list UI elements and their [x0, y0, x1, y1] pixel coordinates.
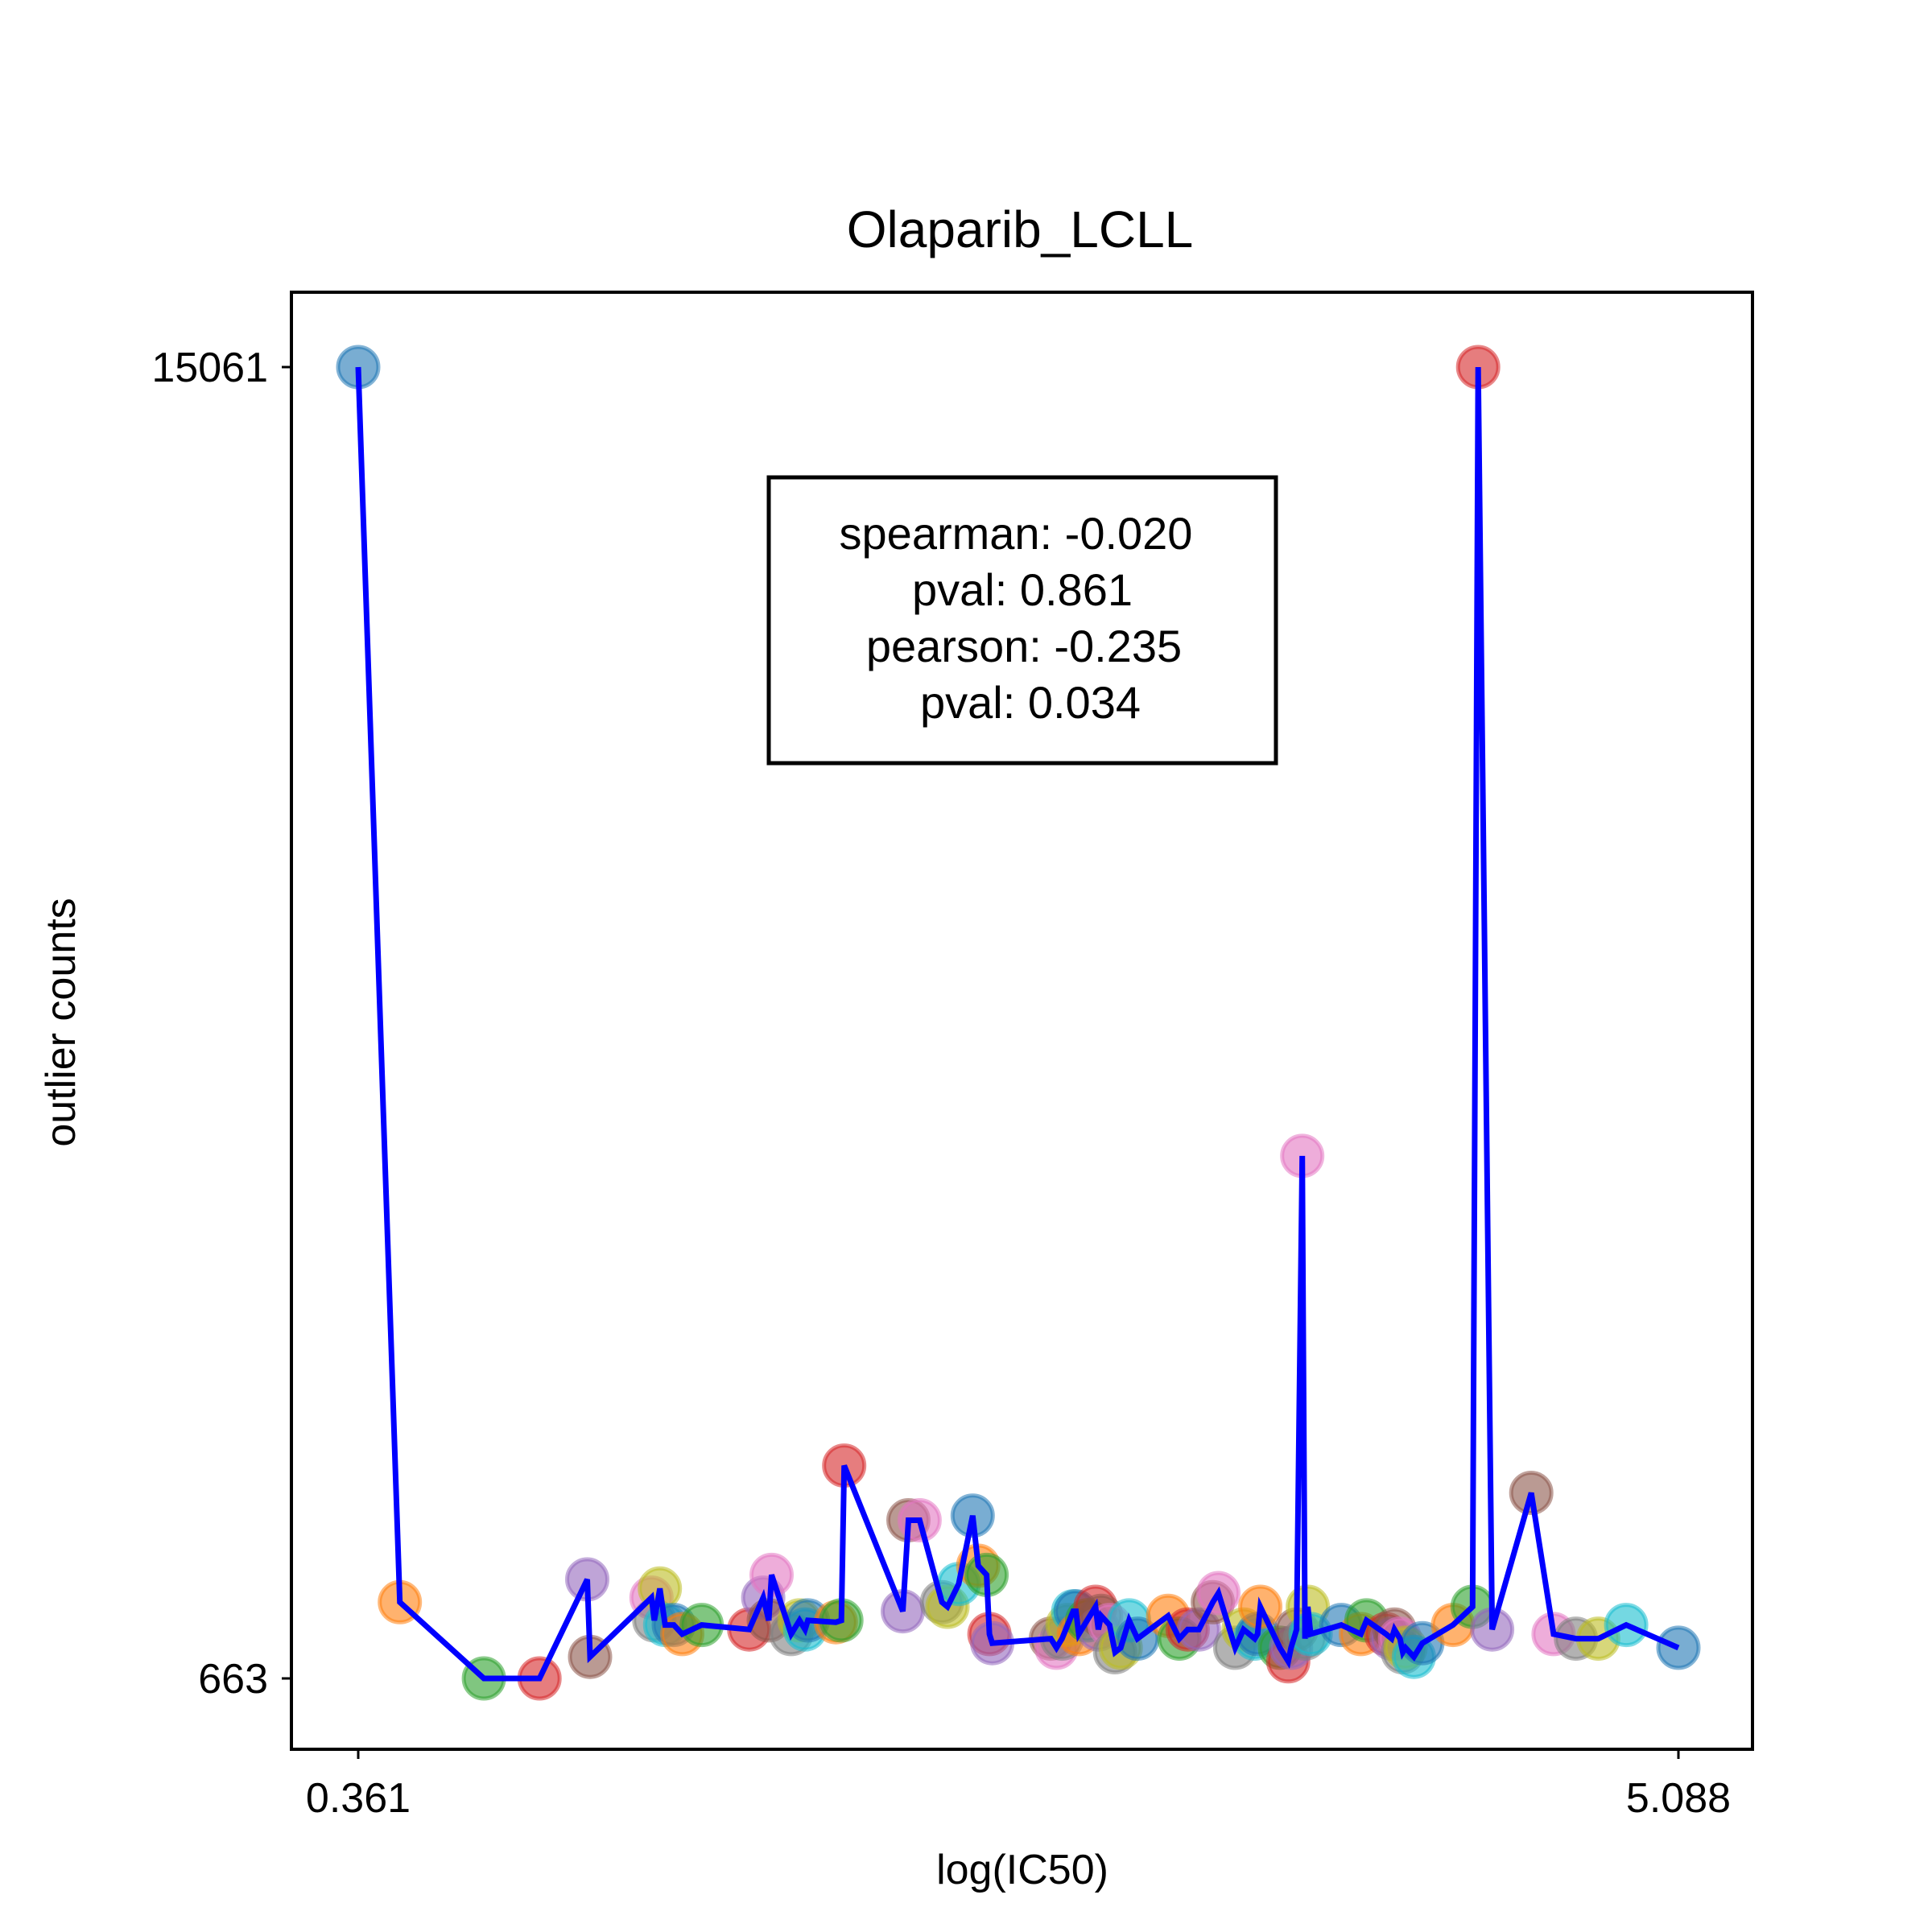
plot-frame: [290, 291, 1754, 1751]
data-point: [1656, 1625, 1701, 1670]
chart-title: Olaparib_LCLL: [847, 200, 1194, 258]
x-tick-label-max: 5.088: [1626, 1775, 1731, 1822]
x-axis-label: log(IC50): [936, 1847, 1108, 1893]
stats-box: spearman: -0.020 pval: 0.861 pearson: -0…: [766, 475, 1278, 766]
spearman-text: spearman: -0.020: [840, 508, 1193, 559]
y-tick-label-max: 15061: [151, 345, 268, 391]
y-tick-663: 663: [198, 1656, 291, 1703]
stats-box-frame: [766, 475, 1278, 766]
x-tick-label-min: 0.361: [306, 1775, 411, 1822]
x-tick-5088: 5.088: [1626, 1749, 1731, 1822]
series-line: [355, 366, 1680, 1682]
y-axis-label: outlier counts: [38, 898, 85, 1146]
x-tick-0361: 0.361: [306, 1749, 411, 1822]
pearson-pval-text: pval: 0.034: [920, 677, 1141, 728]
y-tick-15061: 15061: [151, 345, 291, 391]
pearson-text: pearson: -0.235: [866, 621, 1182, 671]
spearman-pval-text: pval: 0.861: [912, 564, 1133, 615]
y-tick-label-min: 663: [198, 1656, 268, 1703]
